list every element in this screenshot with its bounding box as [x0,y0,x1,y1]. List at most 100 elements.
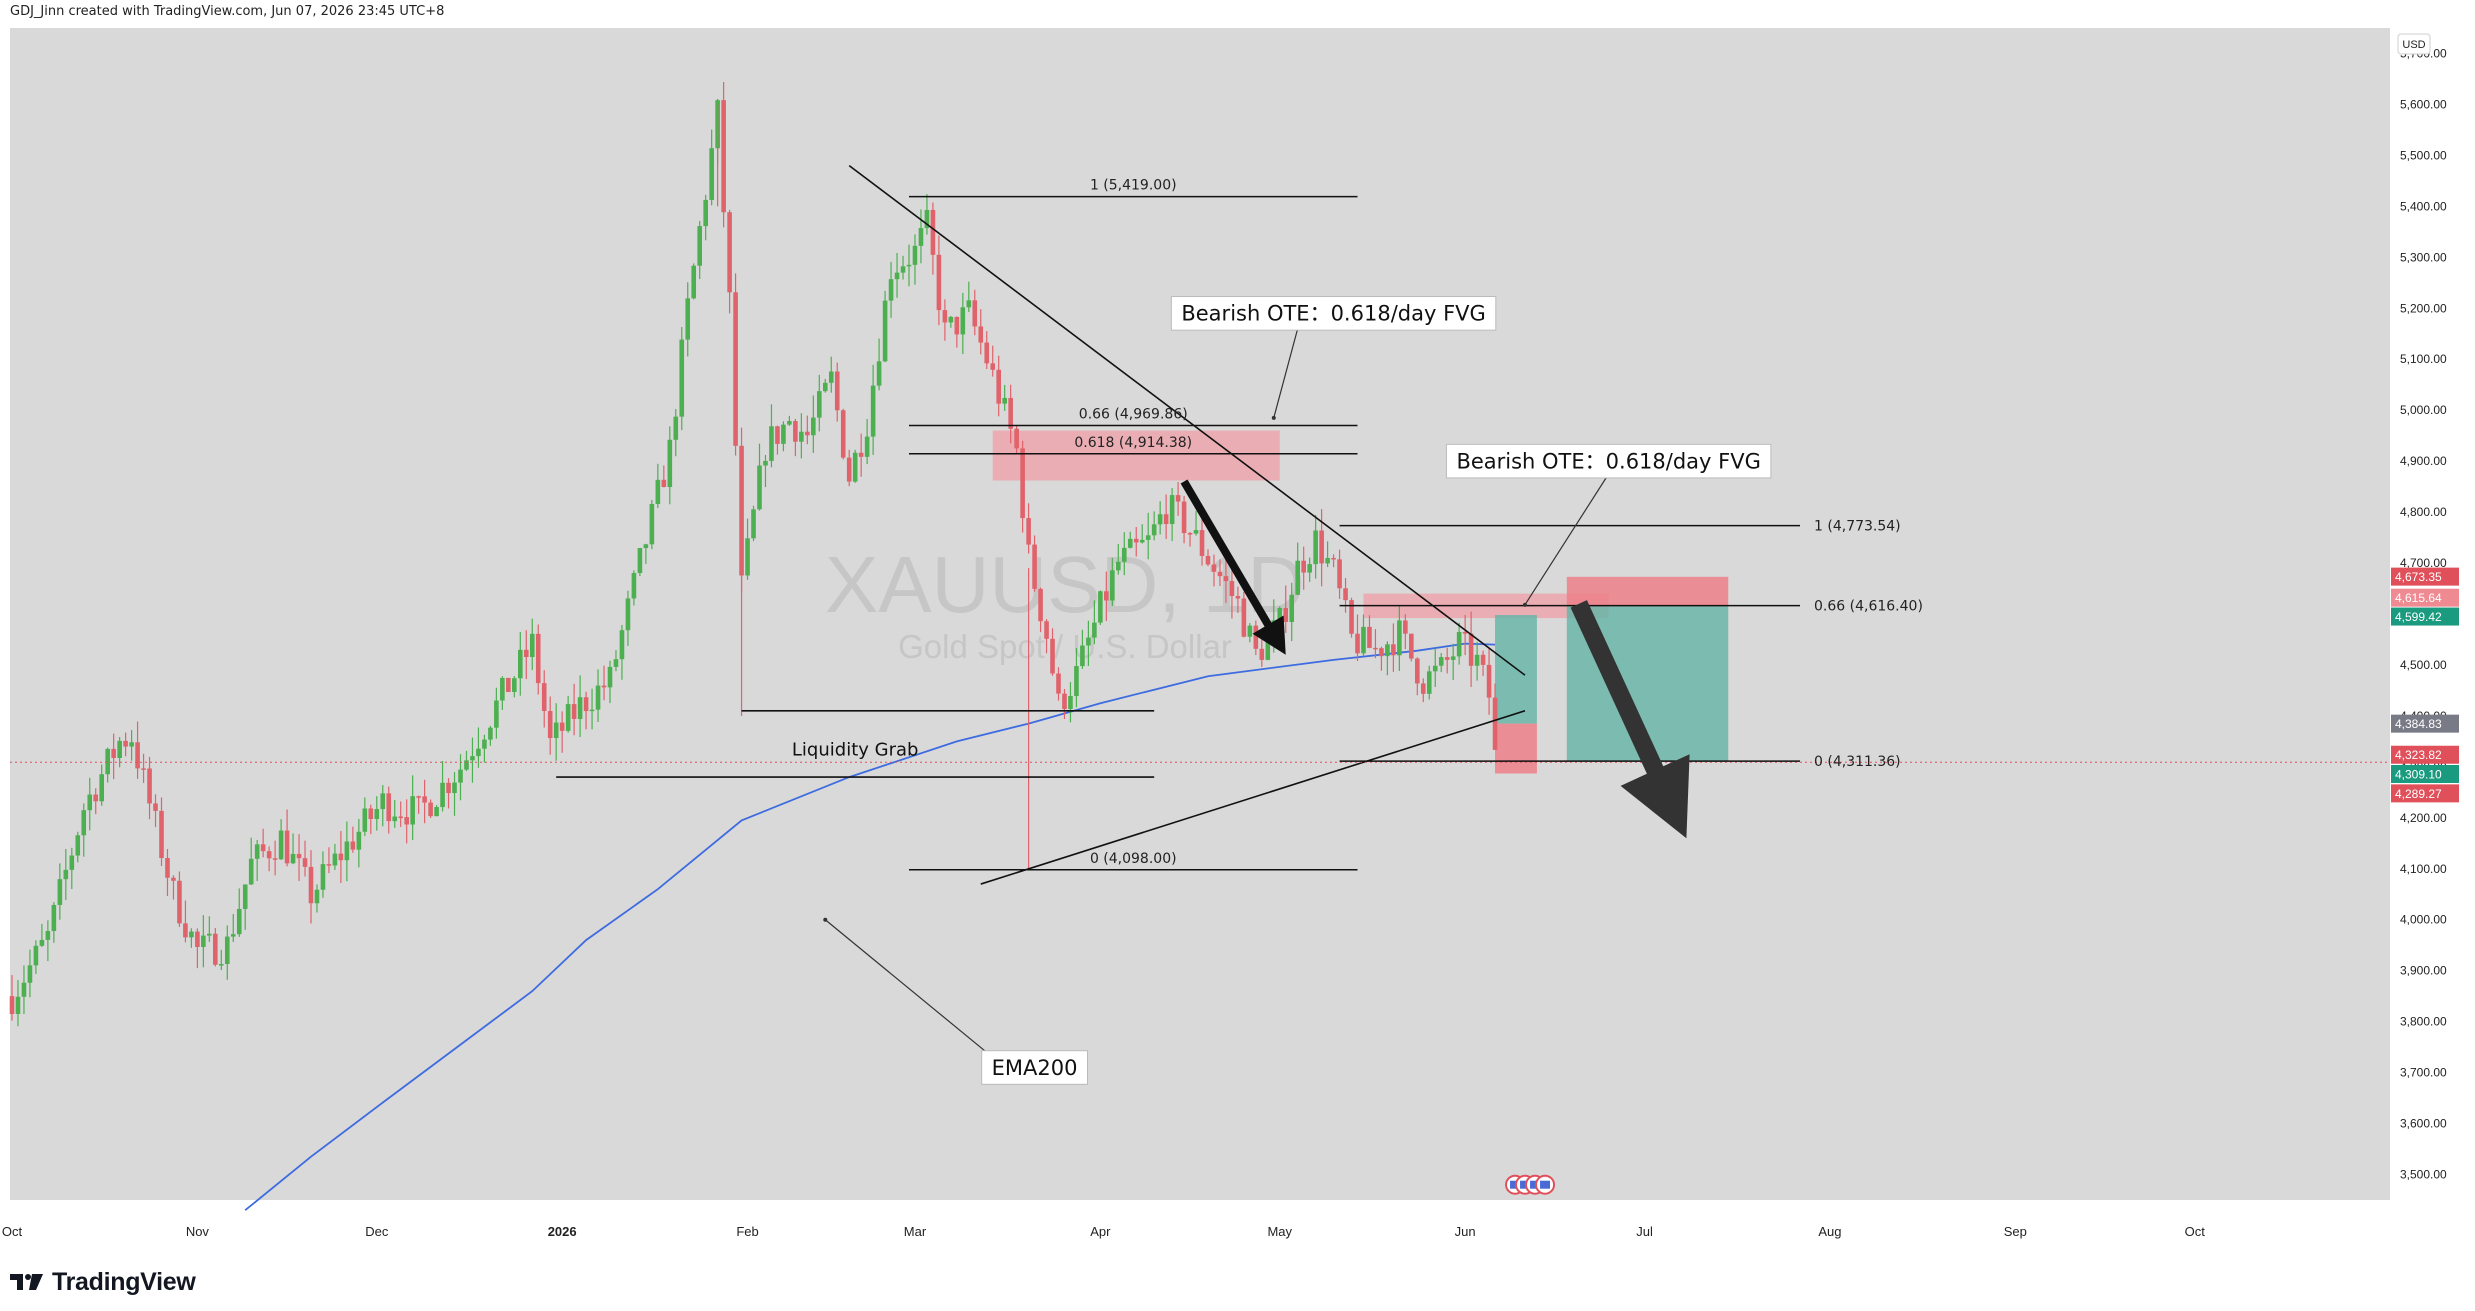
candle-body [1062,693,1067,710]
candle-body [440,782,445,808]
price-tick-label: 5,200.00 [2400,301,2447,315]
candle-body [1486,664,1492,698]
time-tick-label: 2026 [548,1224,577,1239]
candle-body [805,431,810,436]
price-tag-label: 4,384.83 [2395,717,2442,731]
candle-body [1181,501,1187,534]
candle-body [811,417,816,436]
candle-body [739,445,744,576]
candle-body [649,504,655,545]
candle-body [1426,671,1432,694]
candle-body [362,808,368,832]
candle-body [1020,448,1025,519]
fib-level-label: 1 (5,419.00) [1090,178,1177,194]
candle-body [1391,644,1396,656]
ascending-trendline [980,710,1526,885]
candle-body [344,841,350,861]
candle-body [1068,696,1073,710]
candle-body [1301,560,1306,573]
candle-body [1480,654,1486,665]
candle-body [1187,533,1193,535]
candle-body [1337,559,1342,589]
candle-body [583,697,589,712]
candle-body [242,884,248,909]
candle-body [93,794,99,802]
candle-body [673,416,679,440]
candle-body [996,369,1001,404]
annotation-box [981,1050,1089,1085]
candle-body [1169,495,1175,525]
price-tags: 4,673.35 4,615.64 4,599.42 4,384.83 4,323.82… [2391,567,2459,803]
candle-body [69,855,75,870]
price-tag-label: 4,309.10 [2395,768,2442,782]
annotation-text: Bearish OTE：0.618/day FVG [1456,449,1760,473]
candle-body [500,677,505,701]
candle-body [1355,633,1360,654]
candle-body [314,889,320,904]
candle-body [990,363,996,370]
candle-body [506,677,511,692]
candle-body [769,426,774,461]
candle-body [147,768,152,804]
candle-body [494,700,499,728]
fib-level-label: 0.66 (4,969.86) [1079,407,1188,423]
candle-body [858,452,864,457]
candle-body [523,649,529,658]
candle-body [529,633,535,658]
candle-body [1247,625,1253,637]
price-tick-label: 5,300.00 [2400,250,2447,264]
candle-body [1241,598,1247,637]
tradingview-brand[interactable]: TradingView [10,1262,196,1302]
candle-body [1002,397,1007,404]
candle-body [1151,524,1157,536]
price-tick-label: 3,800.00 [2400,1015,2447,1029]
callout-dot [1271,415,1276,420]
candle-body [954,316,960,335]
price-tag-bg [2391,765,2459,784]
candle-body [284,830,290,864]
price-tick-label: 4,000.00 [2400,913,2447,927]
candle-body [745,538,750,576]
candle-body [601,685,607,688]
price-tag-bg [2391,784,2459,803]
callout-line [824,919,994,1058]
candle-body [1050,638,1055,674]
candle-body [1438,657,1444,666]
time-axis[interactable]: Oct Nov Dec 2026 Feb Mar Apr May Jun Jul Aug Sep Oct [2,1224,2205,1239]
price-tag-label: 4,673.35 [2395,570,2442,584]
price-tick-label: 5,100.00 [2400,352,2447,366]
candle-body [631,573,637,599]
candle-body [1307,564,1312,573]
candle-body [1265,635,1271,660]
price-tick-label: 5,600.00 [2400,97,2447,111]
candle-body [1080,645,1085,667]
stop-zone-small [1495,723,1537,774]
candle-body [1098,591,1103,623]
time-tick-label: Aug [1818,1224,1841,1239]
plot-background [10,28,2390,1200]
candle-body [870,385,876,437]
time-tick-label: Mar [904,1224,927,1239]
candle-body [1373,647,1378,650]
candle-body [577,697,583,719]
candle-body [476,748,481,757]
candle-body [1110,570,1115,601]
candle-body [368,808,374,820]
candle-body [960,307,966,335]
candle-body [906,264,912,267]
candle-body [39,939,45,946]
candle-body [410,796,415,825]
event-icons[interactable] [1505,1174,1556,1195]
candle-body [21,982,27,997]
candle-body [248,858,254,885]
fib-level-label: 1 (4,773.54) [1814,519,1901,535]
candle-body [189,931,194,938]
candle-body [643,544,649,549]
candle-body [727,212,732,293]
candle-body [1223,576,1229,582]
candle-body [1205,555,1211,565]
candle-body [1086,637,1091,646]
candle-body [972,300,978,327]
candle-body [1104,591,1109,601]
